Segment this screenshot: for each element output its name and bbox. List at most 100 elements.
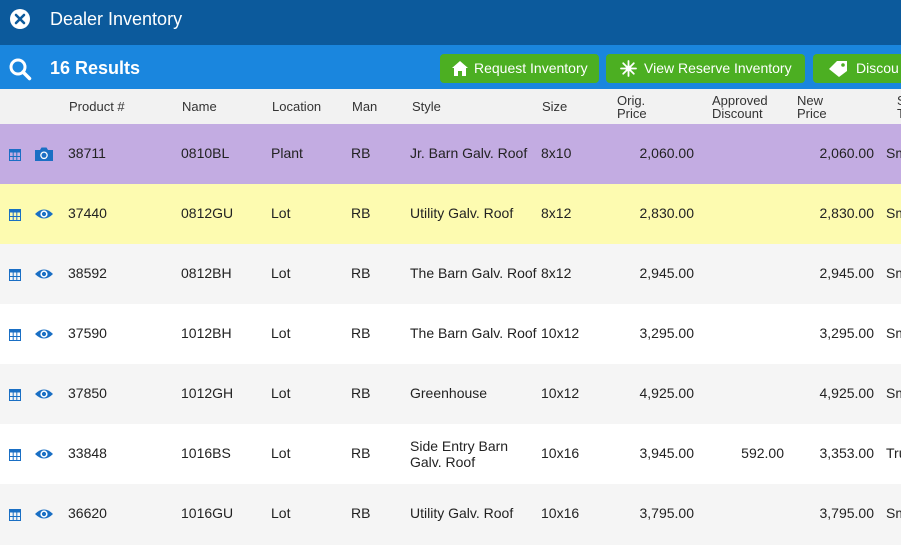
close-icon[interactable]	[9, 8, 31, 30]
cell-product: 33848	[68, 445, 107, 461]
eye-icon[interactable]	[34, 386, 54, 402]
cell-man: RB	[351, 325, 371, 341]
cell-new-price: 3,795.00	[819, 505, 875, 521]
cell-name: 1016GU	[181, 505, 234, 521]
cell-orig-price: 3,945.00	[639, 445, 695, 461]
grid-icon[interactable]	[9, 208, 21, 221]
discount-button[interactable]: Discou	[813, 54, 901, 83]
cell-extra: Sm	[886, 325, 901, 341]
header-man[interactable]: Man	[352, 99, 378, 114]
cell-product: 38711	[68, 145, 106, 161]
cell-location: Lot	[271, 205, 291, 221]
eye-icon[interactable]	[34, 266, 54, 282]
cell-size: 10x16	[541, 505, 580, 521]
cell-new-price: 3,353.00	[819, 445, 875, 461]
view-reserve-inventory-label: View Reserve Inventory	[644, 60, 792, 76]
cell-extra: Tru	[886, 445, 901, 461]
header-size[interactable]: Size	[542, 99, 568, 114]
grid-icon[interactable]	[9, 448, 21, 461]
header-name[interactable]: Name	[182, 99, 217, 114]
sparkle-icon	[620, 60, 637, 77]
cell-style: The Barn Galv. Roof	[410, 265, 537, 281]
results-count: 16 Results	[50, 58, 141, 78]
request-inventory-button[interactable]: Request Inventory	[440, 54, 599, 83]
cell-product: 37850	[68, 385, 107, 401]
cell-extra: Sm	[886, 205, 901, 221]
cell-extra: Sm	[886, 145, 901, 161]
header-location[interactable]: Location	[272, 99, 322, 114]
header-extra[interactable]: S T	[897, 94, 901, 121]
header-product[interactable]: Product #	[69, 99, 125, 114]
search-icon[interactable]	[8, 57, 32, 81]
table-row[interactable]: 37590 1012BH Lot RB The Barn Galv. Roof 10x12…	[0, 304, 901, 364]
cell-extra: Sm	[886, 265, 901, 281]
cell-location: Lot	[271, 445, 291, 461]
cell-orig-price: 4,925.00	[639, 385, 695, 401]
cell-orig-price: 2,060.00	[639, 145, 695, 161]
cell-man: RB	[351, 385, 371, 401]
cell-style: Jr. Barn Galv. Roof	[410, 145, 528, 161]
header-style[interactable]: Style	[412, 99, 441, 114]
cell-location: Lot	[271, 265, 291, 281]
cell-man: RB	[351, 205, 371, 221]
cell-size: 10x16	[541, 445, 580, 461]
cell-name: 0812BH	[181, 265, 232, 281]
cell-style: Utility Galv. Roof	[410, 505, 514, 521]
cell-size: 8x12	[541, 205, 572, 221]
discount-label: Discou	[856, 60, 899, 76]
table-header: Product # Name Location Man Style Size O…	[0, 89, 901, 125]
cell-style: The Barn Galv. Roof	[410, 325, 537, 341]
grid-icon[interactable]	[9, 268, 21, 281]
header-new-price[interactable]: New Price	[797, 93, 827, 121]
cell-size: 8x10	[541, 145, 572, 161]
grid-icon[interactable]	[9, 328, 21, 341]
cell-location: Lot	[271, 505, 291, 521]
cell-man: RB	[351, 145, 371, 161]
cell-man: RB	[351, 265, 371, 281]
cell-new-price: 2,945.00	[819, 265, 875, 281]
cell-style: Side Entry Barn Galv. Roof	[410, 438, 509, 470]
toolbar: 16 Results Request Inventory View Reserv…	[0, 45, 901, 89]
eye-icon[interactable]	[34, 326, 54, 342]
eye-icon[interactable]	[34, 506, 54, 522]
table-row[interactable]: 37850 1012GH Lot RB Greenhouse 10x12 4,925.00 4…	[0, 364, 901, 424]
cell-location: Lot	[271, 325, 291, 341]
cell-product: 37440	[68, 205, 107, 221]
grid-icon[interactable]	[9, 148, 21, 161]
table-row[interactable]: 37440 0812GU Lot RB Utility Galv. Roof 8x12 2,…	[0, 184, 901, 244]
table-row[interactable]: 33848 1016BS Lot RB Side Entry Barn Galv. Ro…	[0, 424, 901, 484]
cell-size: 10x12	[541, 385, 580, 401]
cell-style: Utility Galv. Roof	[410, 205, 514, 221]
grid-icon[interactable]	[9, 508, 21, 521]
cell-size: 8x12	[541, 265, 572, 281]
cell-location: Plant	[271, 145, 303, 161]
cell-product: 37590	[68, 325, 107, 341]
cell-extra: Sm	[886, 385, 901, 401]
cell-approved-discount: 592.00	[741, 445, 784, 461]
cell-man: RB	[351, 505, 371, 521]
grid-icon[interactable]	[9, 388, 21, 401]
camera-icon[interactable]	[34, 146, 54, 162]
cell-product: 38592	[68, 265, 107, 281]
table-row[interactable]: 38711 0810BL Plant RB Jr. Barn Galv. Roof 8x1…	[0, 124, 901, 184]
cell-location: Lot	[271, 385, 291, 401]
cell-new-price: 4,925.00	[819, 385, 875, 401]
title-bar: Dealer Inventory	[0, 0, 901, 45]
header-approved-discount[interactable]: Approved Discount	[712, 93, 768, 121]
home-icon	[452, 61, 468, 76]
table-row[interactable]: 36620 1016GU Lot RB Utility Galv. Roof 10x16 3…	[0, 484, 901, 544]
cell-man: RB	[351, 445, 371, 461]
view-reserve-inventory-button[interactable]: View Reserve Inventory	[606, 54, 805, 83]
cell-orig-price: 3,295.00	[639, 325, 695, 341]
eye-icon[interactable]	[34, 446, 54, 462]
eye-icon[interactable]	[34, 206, 54, 222]
cell-new-price: 2,830.00	[819, 205, 875, 221]
cell-orig-price: 2,830.00	[639, 205, 695, 221]
table-row[interactable]: 38592 0812BH Lot RB The Barn Galv. Roof 8x12 2…	[0, 244, 901, 304]
cell-orig-price: 3,795.00	[639, 505, 695, 521]
cell-name: 1012GH	[181, 385, 234, 401]
header-orig-price[interactable]: Orig. Price	[617, 93, 647, 121]
cell-name: 0810BL	[181, 145, 230, 161]
cell-size: 10x12	[541, 325, 580, 341]
cell-name: 0812GU	[181, 205, 234, 221]
